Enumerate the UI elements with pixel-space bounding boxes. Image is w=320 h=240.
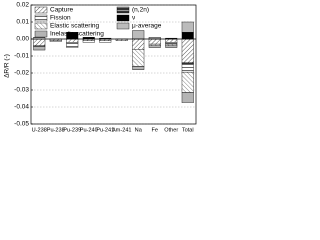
plot-frame <box>30 4 197 125</box>
bar-segment <box>82 40 95 43</box>
bar-segment <box>165 45 178 48</box>
legend-swatch <box>34 14 48 22</box>
bar-segment <box>49 40 62 42</box>
bar-segment <box>181 32 194 40</box>
bar-segment <box>181 38 194 63</box>
bar-segment <box>181 63 194 73</box>
page: {"chart_data": { "type": "stacked-bar", … <box>3 1 197 134</box>
x-tick-label: Am-241 <box>112 127 132 133</box>
y-tick-label: 0.00 <box>16 36 29 43</box>
x-tick-label: Pu-238 <box>47 127 65 133</box>
y-tick-label: 0.01 <box>16 19 29 26</box>
bar-segment <box>165 38 178 43</box>
bar-segment <box>181 21 194 33</box>
bar-segment <box>132 30 145 40</box>
legend-label: Elastic scattering <box>50 23 100 30</box>
bar-segment <box>165 43 178 46</box>
legend-swatch <box>34 6 48 14</box>
legend-label: ν <box>132 15 135 22</box>
chart: ΔR/R (-) -0.05 -0.04 -0.03 -0.02 -0.01 0.00 0.… <box>4 2 197 133</box>
y-tick-label: -0.04 <box>14 104 29 111</box>
y-tick-label: -0.03 <box>14 87 29 94</box>
x-tick-label: Pu-240 <box>80 127 98 133</box>
legend-swatch <box>116 14 130 22</box>
x-tick-label: U-238 <box>32 127 47 133</box>
bar-segment <box>148 38 161 45</box>
y-tick-label: -0.02 <box>14 70 29 77</box>
bar-segment <box>99 40 112 43</box>
x-tick-label: Pu-239 <box>63 127 81 133</box>
x-tick-label: Fe <box>151 127 158 133</box>
bar-segment <box>181 92 194 103</box>
bar-segment <box>33 46 46 51</box>
bar-segment <box>165 42 178 45</box>
y-tick-label: 0.02 <box>16 2 29 9</box>
bar-segment <box>132 65 145 70</box>
bar-segment <box>33 38 46 47</box>
legend-label: μ-average <box>132 23 162 30</box>
legend-swatch <box>34 22 48 30</box>
y-tick-label: -0.05 <box>14 121 29 128</box>
bar-segment <box>148 43 161 46</box>
legend-swatch <box>34 30 48 38</box>
bar-segment <box>66 42 79 48</box>
x-tick-label: Other <box>164 127 178 133</box>
bar-segment <box>148 45 161 48</box>
legend-label: (n,2n) <box>132 7 149 14</box>
legend-label: Inelastic scattering <box>50 31 104 38</box>
bar-segment <box>66 38 79 43</box>
legend-swatch <box>116 6 130 14</box>
bar-segment <box>132 38 145 50</box>
x-tick-label: Total <box>182 127 194 133</box>
bar-segment <box>181 71 194 93</box>
x-tick-label: Pu-241 <box>96 127 114 133</box>
x-tick-label: Na <box>135 127 143 133</box>
legend-label: Fission <box>50 15 71 22</box>
y-axis-label: ΔR/R (-) <box>4 54 11 78</box>
y-tick-label: -0.01 <box>14 53 29 60</box>
legend-label: Capture <box>50 7 74 14</box>
legend-swatch <box>116 22 130 30</box>
bar-segment <box>132 49 145 67</box>
